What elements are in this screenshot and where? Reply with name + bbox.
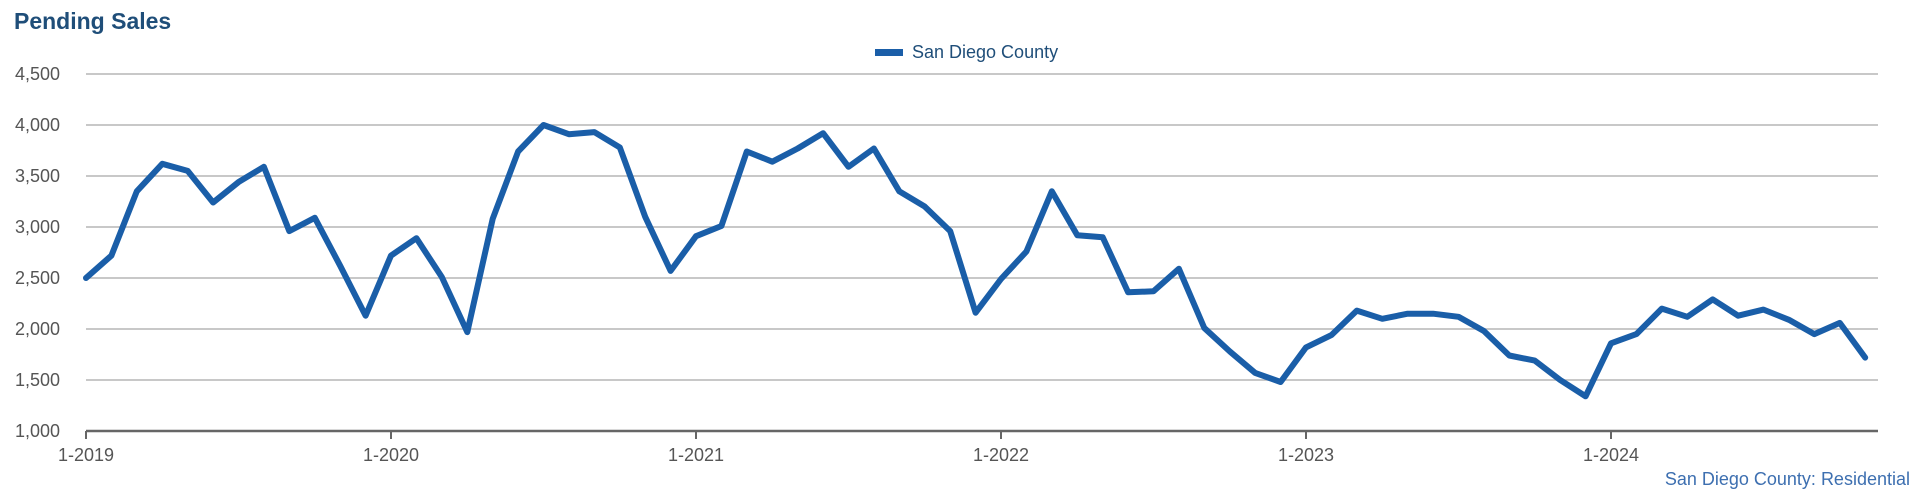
y-tick-label: 2,000 — [15, 319, 60, 339]
legend-swatch — [875, 49, 903, 56]
y-tick-label: 3,500 — [15, 166, 60, 186]
legend-label: San Diego County — [912, 42, 1059, 62]
chart-title: Pending Sales — [14, 8, 172, 34]
x-tick-label: 1-2021 — [668, 445, 724, 465]
y-tick-label: 4,500 — [15, 64, 60, 84]
y-tick-label: 3,000 — [15, 217, 60, 237]
x-tick-label: 1-2019 — [58, 445, 114, 465]
source-label: San Diego County: Residential — [1664, 469, 1910, 489]
series-line — [83, 122, 1869, 400]
y-tick-label: 4,000 — [15, 115, 60, 135]
legend: San Diego County — [875, 42, 1058, 63]
y-tick-label: 1,500 — [15, 370, 60, 390]
y-tick-label: 1,000 — [15, 421, 60, 441]
x-tick-label: 1-2024 — [1583, 445, 1639, 465]
x-tick-label: 1-2020 — [363, 445, 419, 465]
x-tick-label: 1-2023 — [1278, 445, 1334, 465]
y-tick-label: 2,500 — [15, 268, 60, 288]
x-tick-label: 1-2022 — [973, 445, 1029, 465]
